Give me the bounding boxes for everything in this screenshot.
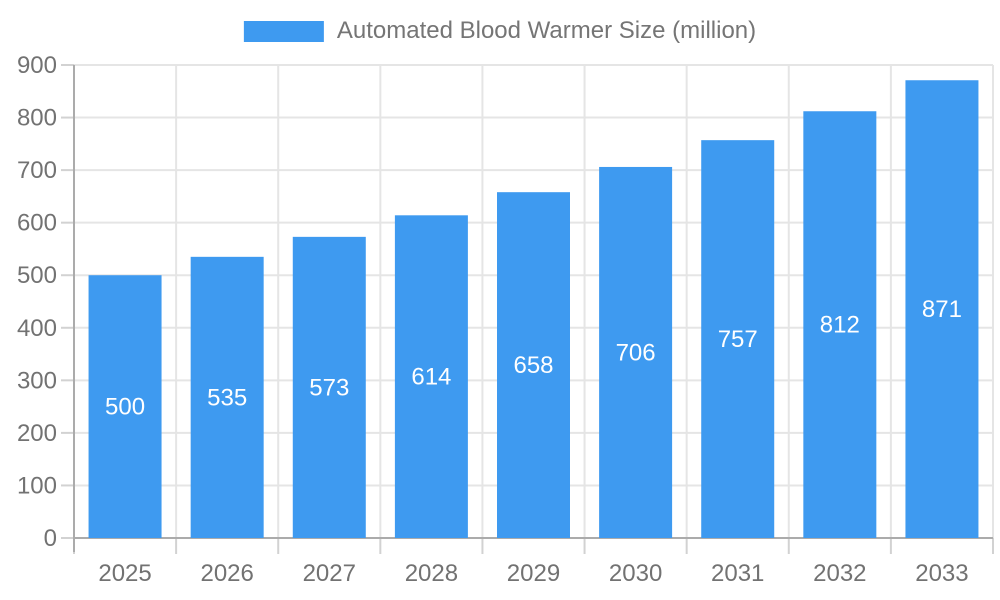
x-tick-label-2033: 2033 [915, 560, 968, 587]
bar-label-2028: 614 [411, 364, 451, 391]
x-tick-label-2027: 2027 [303, 560, 356, 587]
x-tick-label-2030: 2030 [609, 560, 662, 587]
bar-label-2029: 658 [513, 352, 553, 379]
bar-2030[interactable] [599, 166, 673, 539]
bar-label-2026: 535 [207, 384, 247, 411]
bar-2025[interactable] [88, 275, 162, 538]
bar-label-2033: 871 [922, 296, 962, 323]
bar-2029[interactable] [497, 192, 570, 538]
x-tick-label-2031: 2031 [711, 560, 764, 587]
y-tick-label-0: 0 [44, 525, 57, 552]
y-tick-label-100: 100 [17, 472, 57, 499]
x-tick-label-2026: 2026 [200, 560, 253, 587]
bar-label-2032: 812 [820, 312, 860, 339]
y-tick-label-200: 200 [17, 420, 57, 447]
x-tick-label-2029: 2029 [507, 560, 560, 587]
y-tick-label-700: 700 [17, 157, 57, 184]
y-tick-label-900: 900 [17, 52, 57, 79]
bar-2028[interactable] [394, 215, 468, 538]
y-tick-label-400: 400 [17, 315, 57, 342]
bar-2026[interactable] [190, 256, 264, 538]
bar-2031[interactable] [701, 140, 775, 538]
y-tick-label-500: 500 [17, 262, 57, 289]
bar-2027[interactable] [292, 236, 366, 538]
y-tick-label-600: 600 [17, 210, 57, 237]
bar-label-2025: 500 [105, 394, 145, 421]
legend-label: Automated Blood Warmer Size (million) [336, 17, 757, 44]
bar-2033[interactable] [905, 80, 979, 538]
x-tick-label-2025: 2025 [98, 560, 151, 587]
x-tick-label-2028: 2028 [405, 560, 458, 587]
bar-label-2031: 757 [718, 326, 758, 353]
bar-label-2027: 573 [309, 374, 349, 401]
x-tick-label-2032: 2032 [813, 560, 866, 587]
bar-label-2030: 706 [616, 339, 656, 366]
y-tick-label-800: 800 [17, 105, 57, 132]
legend-item[interactable]: Automated Blood Warmer Size (million) [243, 17, 757, 45]
y-tick-label-300: 300 [17, 367, 57, 394]
legend-swatch-icon [243, 20, 324, 42]
bar-2032[interactable] [803, 111, 877, 538]
